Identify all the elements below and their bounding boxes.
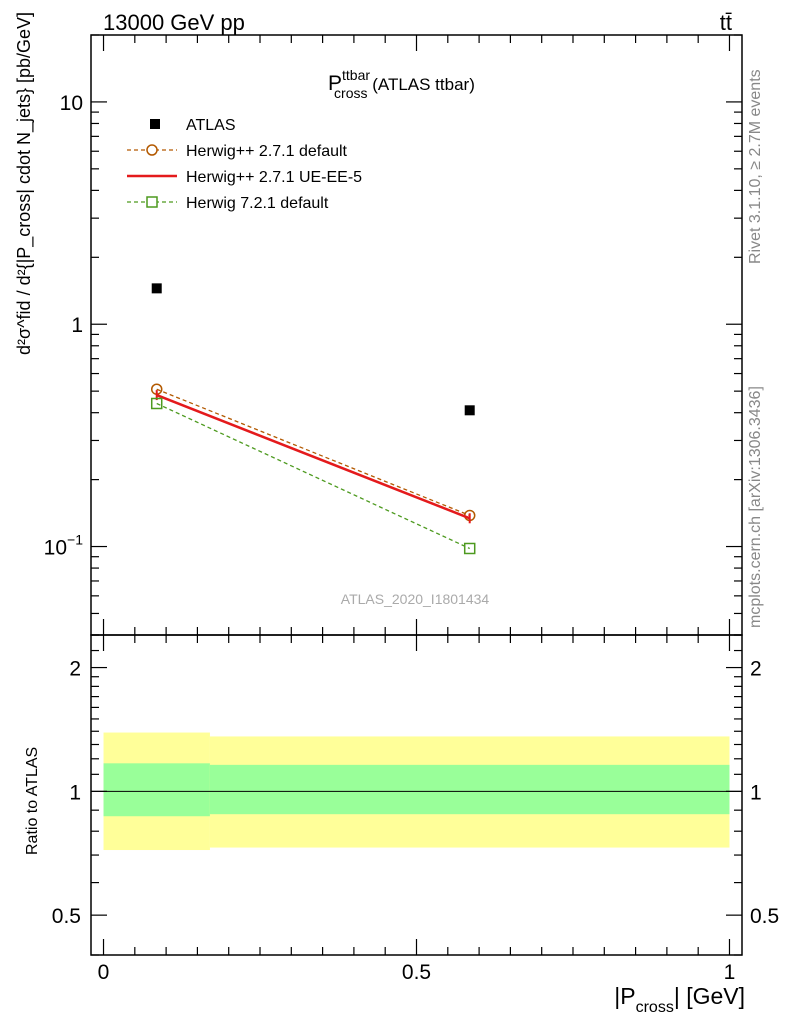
rivet-note: Rivet 3.1.10, ≥ 2.7M events <box>747 69 764 264</box>
x-label-sub: cross <box>636 999 674 1016</box>
ratio-y-label: Ratio to ATLAS <box>24 747 41 855</box>
y-tick-label-base: 10 <box>60 92 83 115</box>
main-series <box>150 283 476 555</box>
herwig721-point-1 <box>463 542 476 555</box>
legend-label-2: Herwig++ 2.7.1 UE-EE-5 <box>186 169 362 186</box>
atlas-point-0 <box>151 283 162 294</box>
x-tick-label-0: 0 <box>98 961 110 984</box>
legend-label-0: ATLAS <box>186 117 236 134</box>
plot-title-main: P <box>328 72 342 95</box>
ratio-bands <box>103 732 730 851</box>
legend-circle-marker <box>146 144 158 156</box>
plot-title-sup: ttbar <box>342 67 370 83</box>
x-label-pre: |P <box>614 983 635 1009</box>
ratio-y-label-right-1: 1 <box>750 781 762 804</box>
series-line-2 <box>156 393 471 520</box>
plot-title-sub: cross <box>334 85 367 101</box>
x-axis-label: |Pcross| [GeV] <box>614 983 745 1016</box>
legend-square-marker <box>146 196 158 208</box>
header-left: 13000 GeV pp <box>103 10 245 35</box>
ratio-y-label-right-0: 2 <box>750 658 762 681</box>
band-inner-1 <box>209 764 730 815</box>
ratio-y-label-right-2: 0.5 <box>750 905 779 928</box>
y-tick-label-0: 10 <box>60 92 83 115</box>
atlas-point-1 <box>464 405 475 416</box>
y-tick-label-sup: −1 <box>67 532 83 548</box>
x-tick-label-1: 0.5 <box>402 961 431 984</box>
herwig721-point-0 <box>150 397 163 410</box>
ratio-y-label-left-0: 2 <box>69 658 81 681</box>
ratio-y-label-left-1: 1 <box>69 781 81 804</box>
mcplots-note: mcplots.cern.ch [arXiv:1306.3436] <box>747 386 764 628</box>
ratio-y-label-left-2: 0.5 <box>52 905 81 928</box>
band-inner-0 <box>103 763 210 817</box>
plot-title-suffix: (ATLAS ttbar) <box>367 75 474 94</box>
legend-label-1: Herwig++ 2.7.1 default <box>186 143 348 160</box>
legend: ATLAS Herwig++ 2.7.1 default Herwig++ 2.7.… <box>127 117 362 212</box>
x-label-post: | [GeV] <box>674 983 745 1009</box>
plot-title: Pttbar cross (ATLAS ttbar) <box>328 67 475 101</box>
series-line-3 <box>156 402 470 550</box>
y-tick-label-base: 1 <box>71 314 83 337</box>
header-right: tt̄ <box>720 10 732 35</box>
y-tick-label-base: 10 <box>44 537 67 560</box>
x-tick-label-2: 1 <box>724 961 736 984</box>
y-tick-label-2: 10−1 <box>44 532 84 560</box>
analysis-watermark: ATLAS_2020_I1801434 <box>341 591 490 607</box>
y-tick-label-1: 1 <box>71 314 83 337</box>
series-line-1 <box>156 388 470 517</box>
legend-atlas-marker <box>150 119 160 129</box>
y-axis-label: d²σ^fid / d²{|P_cross| cdot N_jets} [pb/… <box>14 12 35 355</box>
legend-label-3: Herwig 7.2.1 default <box>186 195 329 212</box>
